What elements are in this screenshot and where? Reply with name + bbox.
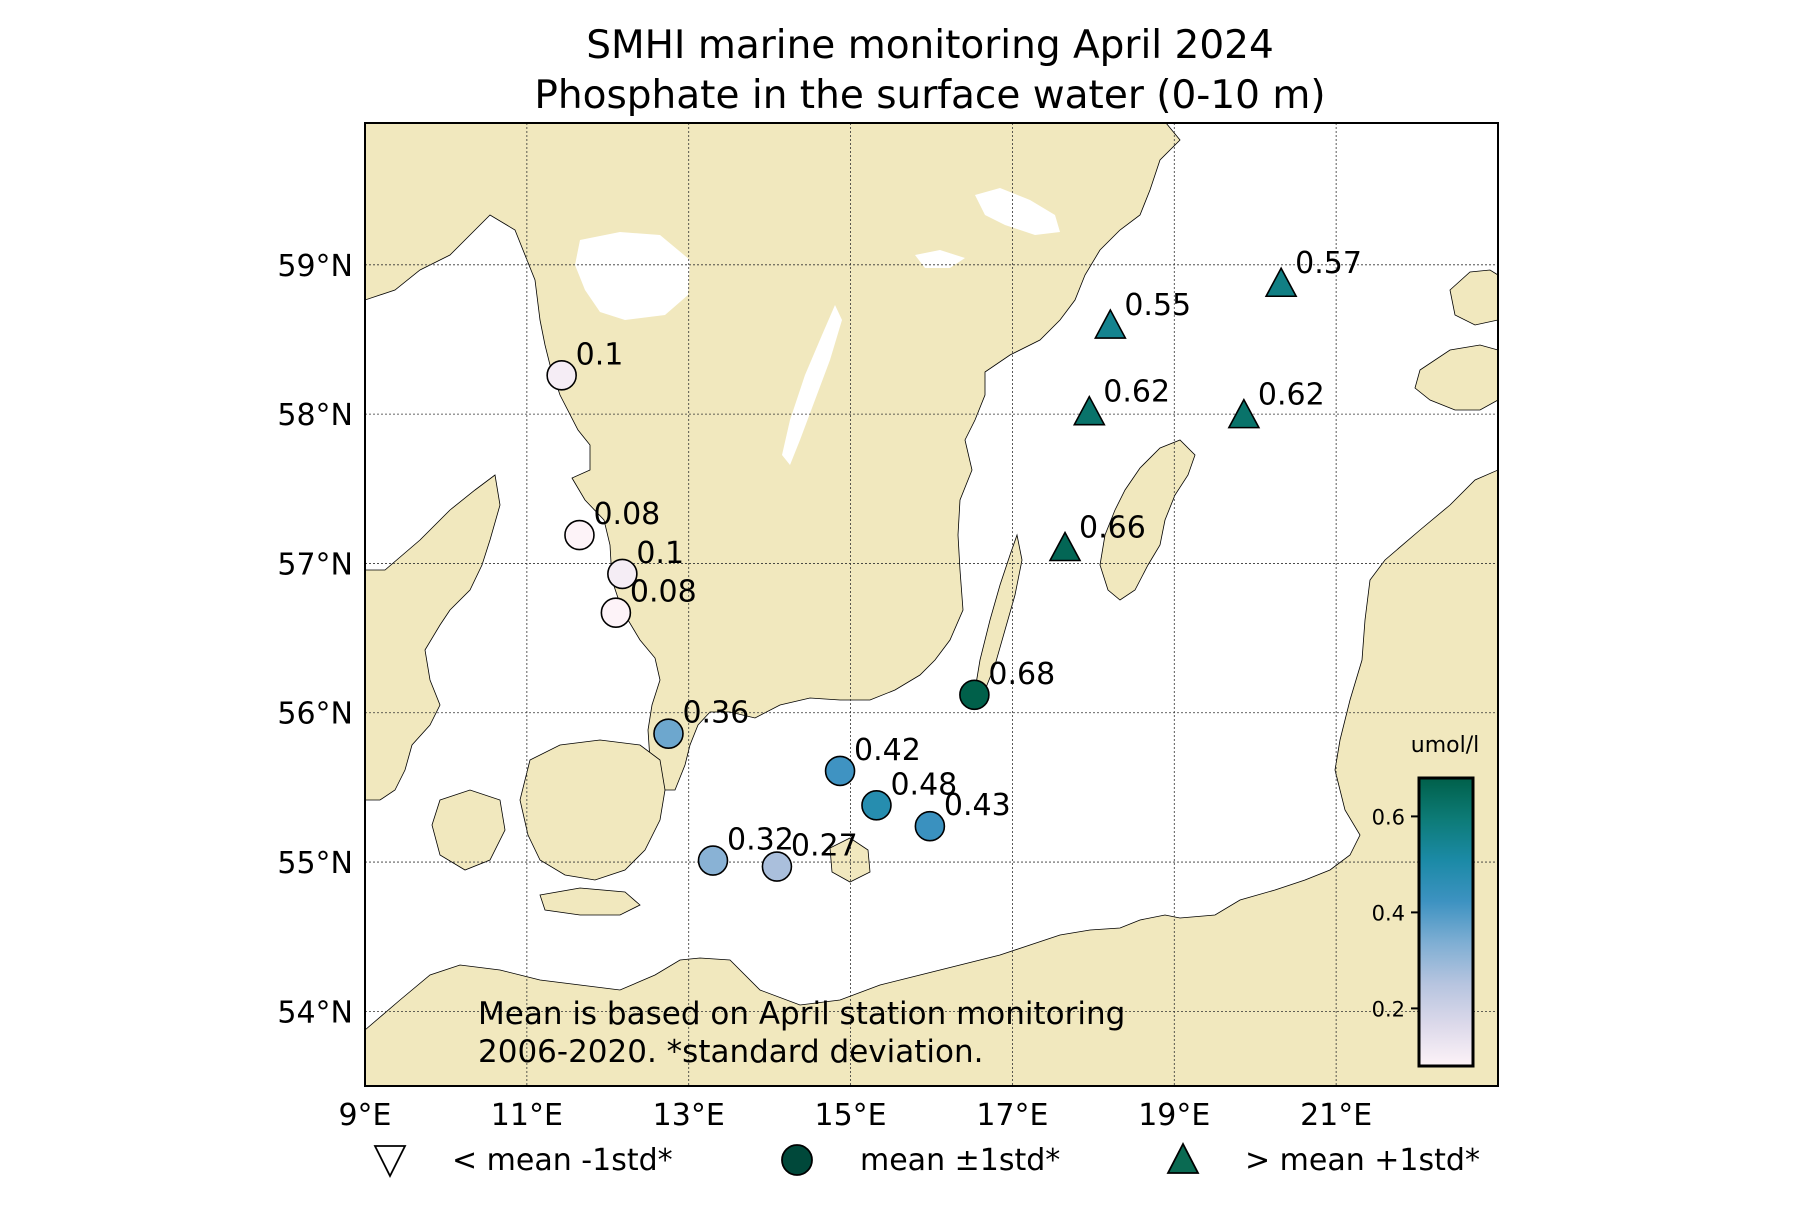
station-value-label: 0.1	[576, 337, 624, 372]
station-marker-triangle	[1072, 394, 1106, 426]
land-bornholm	[829, 837, 871, 883]
station-marker-circle	[861, 790, 892, 821]
station-value-label: 0.08	[630, 575, 697, 610]
land-gotland	[1099, 439, 1196, 601]
x-tick-label: 15°E	[815, 1098, 887, 1133]
colorbar-tick-label: 0.4	[1372, 901, 1405, 925]
lake-hjalmaren	[915, 250, 965, 268]
station-value-label: 0.57	[1295, 246, 1362, 281]
x-tick-label: 13°E	[653, 1098, 725, 1133]
land-funen	[431, 789, 506, 871]
station-value-label: 0.62	[1103, 375, 1170, 410]
x-tick-labels: 9°E 11°E 13°E 15°E 17°E 19°E 21°E	[338, 1098, 1372, 1133]
station-marker-circle	[607, 558, 638, 590]
map-area: 0.1 0.08 0.1 0.08 0.36 0.320.27 0.420.480.43 0.…	[365, 123, 1498, 1086]
x-tick-label: 21°E	[1300, 1098, 1372, 1133]
x-tick-label: 11°E	[491, 1098, 563, 1133]
station-value-label: 0.68	[988, 657, 1055, 692]
x-tick-label: 19°E	[1138, 1098, 1210, 1133]
station-value-label: 0.36	[682, 696, 749, 731]
colorbar-ticks: 0.2 0.4 0.6	[1372, 805, 1419, 1021]
station-marker-circle	[914, 810, 946, 842]
station-value-label: 0.55	[1124, 288, 1191, 323]
legend-label: > mean +1std*	[1245, 1143, 1480, 1178]
land-saaremaa	[1414, 344, 1498, 411]
station-marker-triangle	[1264, 266, 1298, 298]
lake-vattern	[782, 305, 842, 465]
station-marker-circle	[959, 679, 990, 711]
y-tick-label: 58°N	[277, 398, 353, 433]
land-jutland	[365, 474, 501, 801]
station-marker-circle	[697, 845, 729, 876]
colorbar-gradient	[1417, 776, 1475, 1068]
colorbar: umol/l 0.2 0.4 0.6	[1372, 733, 1479, 1068]
colorbar-tick-label: 0.6	[1372, 805, 1405, 829]
land-zealand	[519, 739, 666, 881]
station-value-label: 0.43	[944, 788, 1011, 823]
y-tick-label: 54°N	[277, 995, 353, 1030]
land-hiiumaa	[1449, 269, 1498, 326]
station-marker-circle	[761, 851, 793, 882]
y-tick-label: 56°N	[277, 697, 353, 732]
map-frame	[364, 122, 1499, 1087]
lake-malaren	[975, 188, 1060, 235]
land-lolland	[539, 887, 641, 916]
colorbar-label: umol/l	[1411, 733, 1479, 758]
station-value-label: 0.48	[890, 767, 957, 802]
station-marker-circle	[564, 519, 595, 551]
station-marker-circle	[600, 597, 632, 629]
station-marker-circle	[546, 360, 577, 391]
station-value-label: 0.08	[593, 497, 660, 532]
title-line-2: Phosphate in the surface water (0-10 m)	[534, 73, 1325, 118]
legend-label: mean ±1std*	[860, 1143, 1060, 1178]
legend-label: < mean -1std*	[452, 1143, 673, 1178]
station-value-label: 0.66	[1079, 511, 1146, 546]
station-value-label: 0.1	[636, 536, 684, 571]
station-marker-circle	[824, 755, 856, 787]
y-tick-label: 59°N	[277, 249, 353, 284]
station-marker-triangle	[1094, 308, 1127, 339]
station-marker-triangle	[1048, 530, 1082, 562]
land-sweden	[365, 123, 1181, 791]
y-tick-label: 57°N	[277, 547, 353, 582]
note-line-2: 2006-2020. *standard deviation.	[478, 1034, 983, 1070]
station-layer: 0.1 0.08 0.1 0.08 0.36 0.320.27 0.420.480.43 0.…	[546, 246, 1362, 882]
colorbar-tick-label: 0.2	[1372, 997, 1405, 1021]
gridlines	[365, 123, 1498, 1086]
legend-triangle-down-icon	[373, 1145, 407, 1179]
station-marker-circle	[653, 718, 684, 749]
lakes-layer	[575, 188, 1060, 465]
y-tick-labels: 54°N 55°N 56°N 57°N 58°N 59°N	[277, 249, 353, 1031]
legend: < mean -1std* mean ±1std* > mean +1std*	[373, 1142, 1480, 1179]
station-value-label: 0.32	[727, 823, 794, 858]
station-value-label: 0.62	[1258, 378, 1325, 413]
land-layer	[365, 123, 1498, 1086]
station-value-label: 0.42	[854, 733, 921, 768]
title-line-1: SMHI marine monitoring April 2024	[586, 23, 1274, 68]
lake-vanern	[575, 232, 690, 320]
station-marker-triangle	[1227, 397, 1261, 429]
station-value-label: 0.27	[791, 829, 858, 864]
land-south-coast	[365, 469, 1498, 1086]
legend-triangle-up-icon	[1166, 1142, 1200, 1174]
legend-circle-icon	[781, 1144, 813, 1176]
x-tick-label: 17°E	[976, 1098, 1048, 1133]
note-line-1: Mean is based on April station monitorin…	[478, 996, 1125, 1032]
y-tick-label: 55°N	[277, 846, 353, 881]
x-tick-label: 9°E	[338, 1098, 391, 1133]
